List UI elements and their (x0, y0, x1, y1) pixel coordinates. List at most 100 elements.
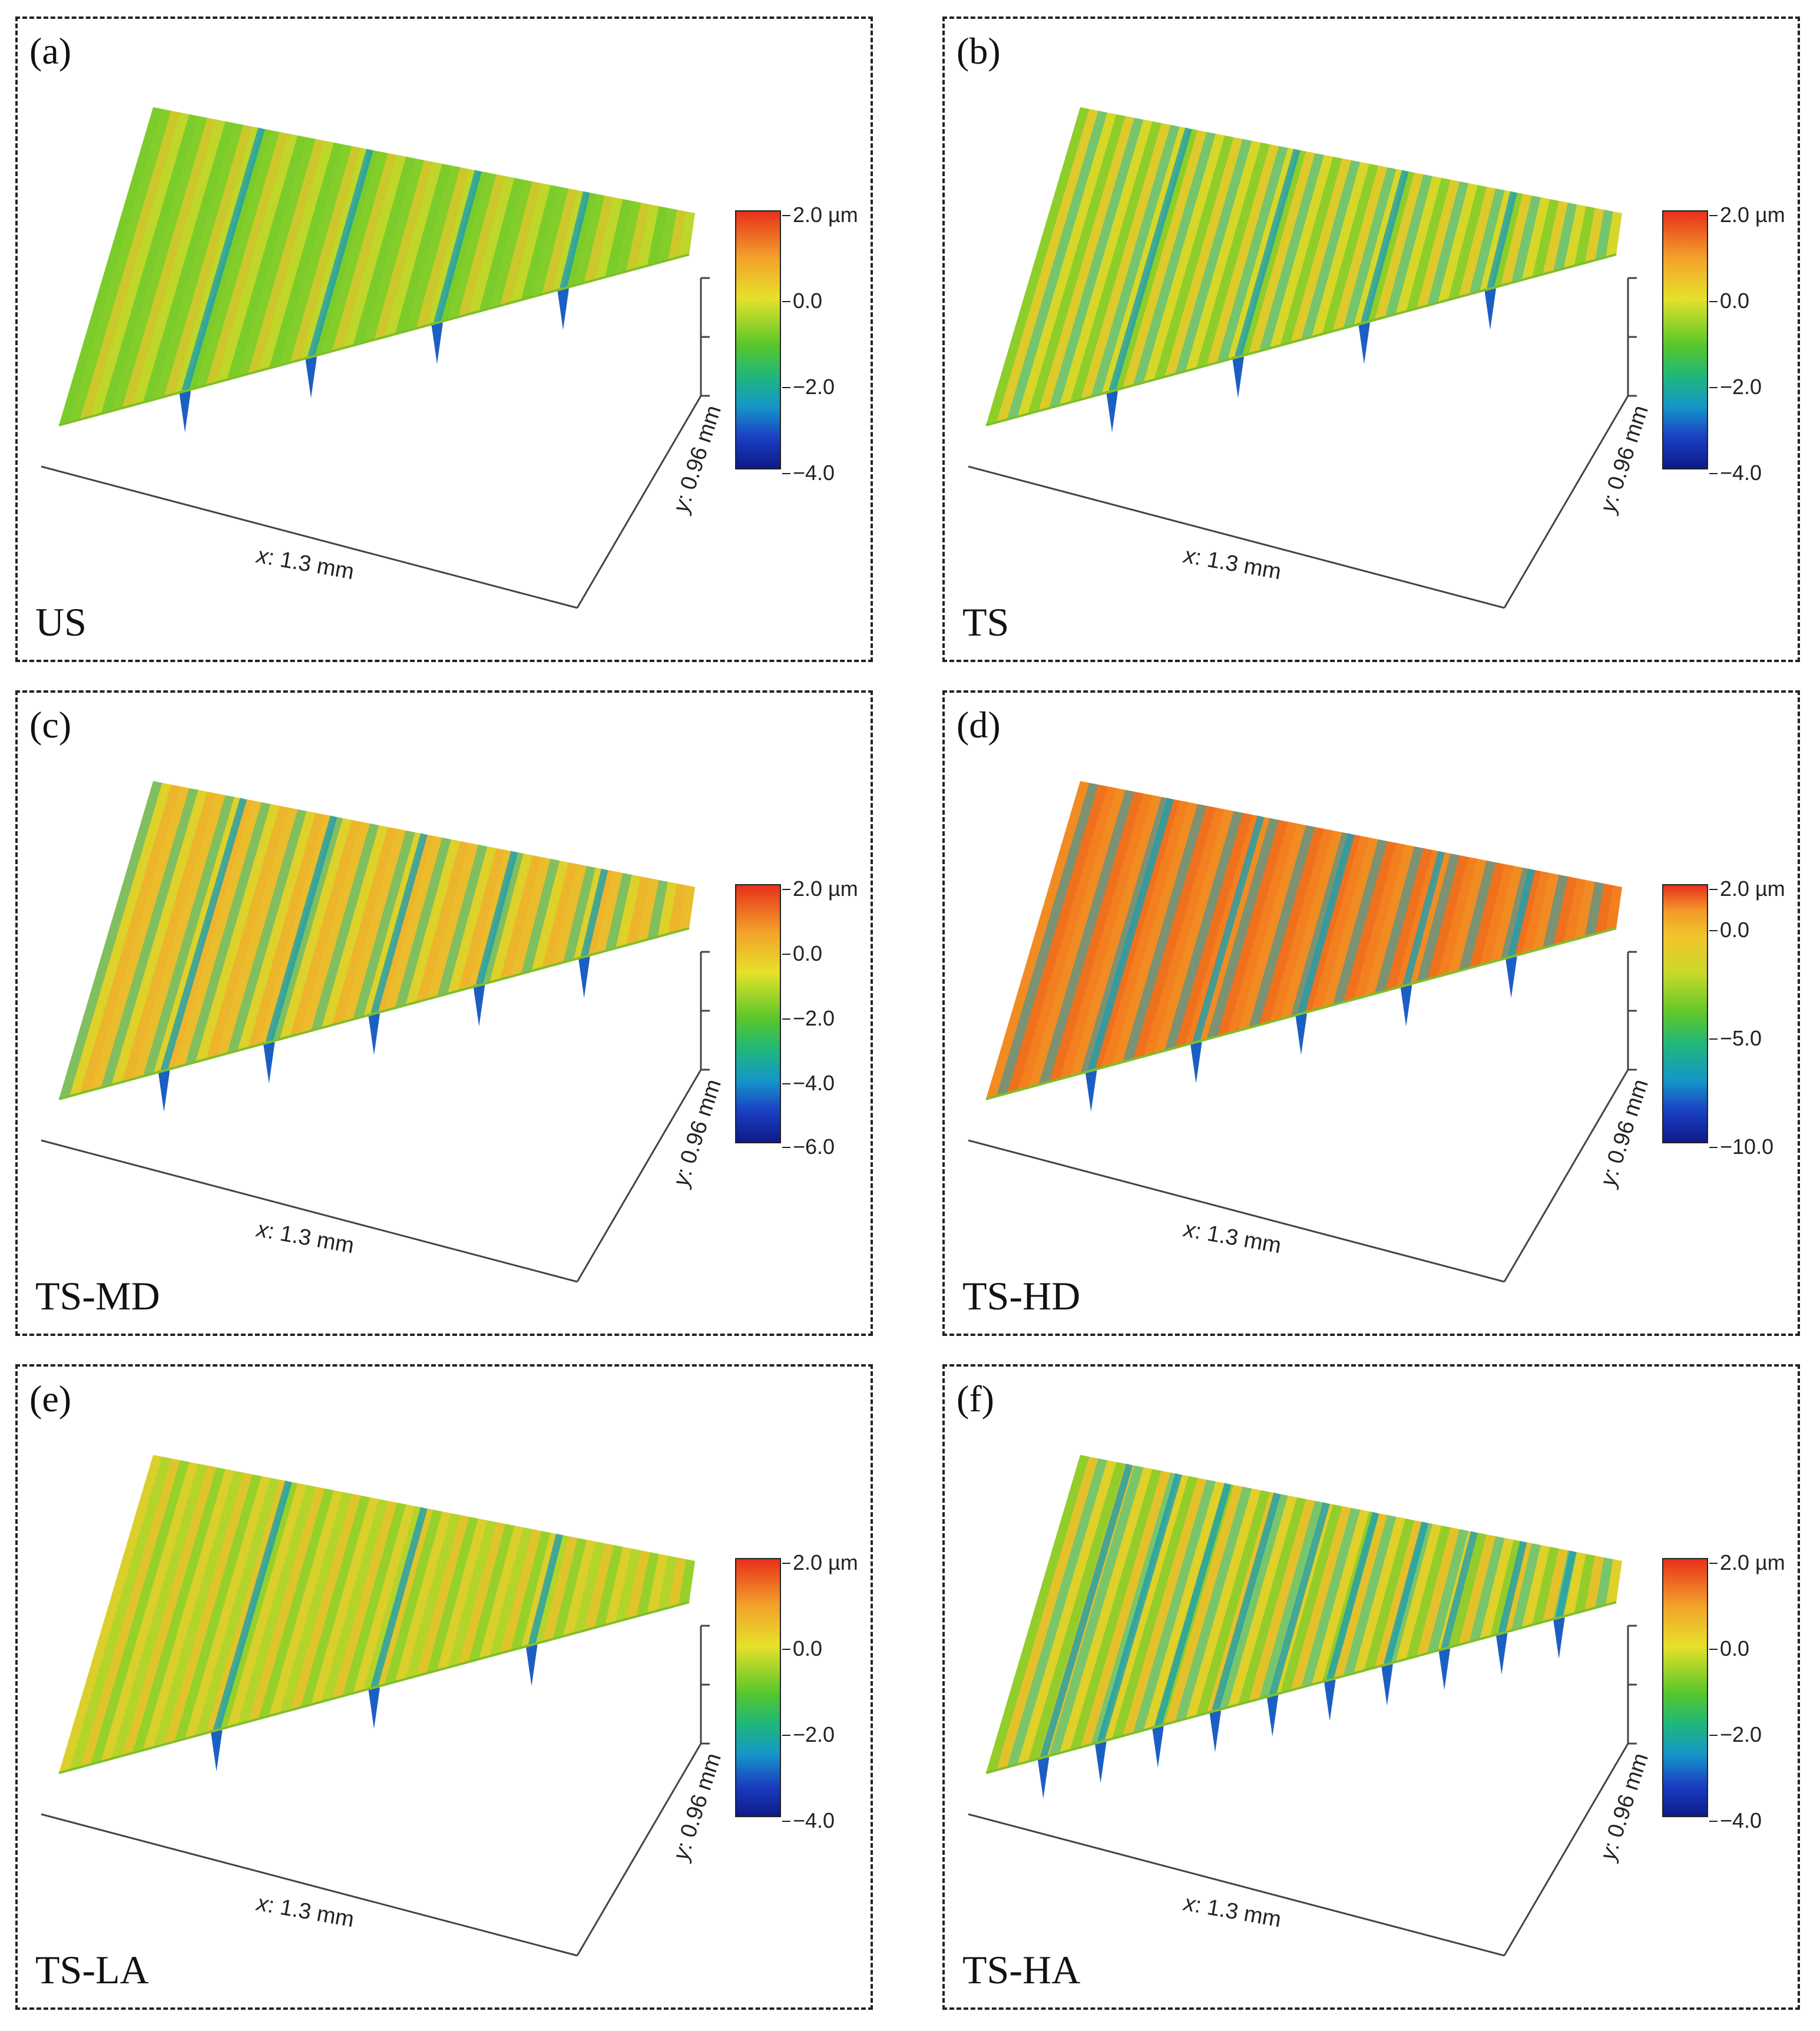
surface-stripe (605, 1547, 632, 1625)
surface-stripe (542, 862, 578, 968)
surface-stripe (164, 125, 253, 397)
surface-stripe (69, 109, 171, 423)
surface-stripe (531, 861, 569, 971)
surface-stripe (1521, 1545, 1550, 1628)
surface-stripe (395, 1511, 451, 1682)
surface-groove (475, 851, 518, 987)
surface-stripe (321, 825, 388, 1028)
surface-stripe (195, 1478, 280, 1736)
surface-stripe (1028, 788, 1126, 1088)
colorbar-tick: 0.0 (1709, 1636, 1750, 1660)
surface-stripe (353, 831, 415, 1020)
surface-stripe (1122, 130, 1207, 389)
surface-stripe (342, 829, 406, 1023)
surface-stripe (1332, 839, 1388, 1005)
groove-tip (1495, 1633, 1508, 1675)
surface-stripe (1574, 206, 1595, 266)
colorbar-tick: −2.0 (782, 1722, 835, 1746)
surface-stripe (594, 1545, 623, 1628)
surface-stripe (1196, 143, 1270, 369)
surface-stripe (90, 113, 190, 417)
surface-stripe (1332, 166, 1388, 332)
surface-groove (560, 191, 590, 290)
surface-stripe (227, 135, 307, 380)
surface-stripe (122, 792, 217, 1082)
panel-f: (f) TS-HA x: 1.3 mm y: 0.96 mm 2.0 µm 0.… (942, 1364, 1800, 2010)
surface-stripe (521, 185, 560, 300)
surface-stripe (594, 197, 623, 280)
surface-stripe (1448, 1533, 1487, 1648)
surface-stripe (1427, 181, 1469, 306)
surface-stripe (1343, 1515, 1397, 1676)
surface-stripe (143, 795, 234, 1077)
surface-stripe (657, 1556, 677, 1611)
surface-stripe (174, 801, 262, 1068)
surface-stripe (1133, 1480, 1216, 1734)
surface-stripe (1248, 151, 1315, 355)
colorbar-tick: −10.0 (1709, 1134, 1774, 1159)
colorbar-tick: −2.0 (1709, 375, 1762, 399)
surface-stripe (248, 139, 325, 374)
surface-stripe (395, 838, 451, 1008)
surface-stripe (1049, 792, 1144, 1082)
surface-stripe (1038, 790, 1134, 1085)
groove-tip (578, 957, 590, 998)
surface-stripe (1091, 125, 1180, 397)
groove-tip (179, 391, 191, 432)
surface-stripe (657, 882, 677, 937)
surface-stripe (1595, 884, 1613, 934)
surface-stripe (1175, 139, 1252, 374)
colorbar (735, 1558, 781, 1817)
colorbar-tick: 2.0 µm (782, 876, 858, 901)
surface-stripe (996, 783, 1098, 1097)
surface-stripe (342, 1503, 406, 1696)
surface-groove (265, 815, 337, 1043)
surface-stripe (1563, 878, 1586, 943)
surface-stripe (342, 155, 406, 349)
surface-groove (528, 1533, 563, 1646)
surface-stripe (353, 157, 415, 346)
surface-stripe (986, 107, 1090, 425)
surface-stripe (510, 1531, 551, 1651)
surface-groove (1555, 1550, 1577, 1619)
groove-tip (368, 1688, 380, 1729)
surface-stripe (1595, 1557, 1613, 1608)
surface-stripe (143, 121, 234, 403)
surface-stripe (1206, 144, 1279, 366)
surface-stripe (1280, 831, 1342, 1020)
surface-groove (1154, 1483, 1232, 1728)
groove-tip (473, 985, 485, 1027)
surface-stripe (1385, 174, 1432, 317)
surface-stripe (500, 1529, 542, 1653)
surface-groove (1108, 127, 1192, 392)
surface-stripe (1343, 841, 1397, 1003)
surface-stripe (679, 211, 695, 257)
surface-stripe (269, 1490, 343, 1716)
surface-groove (1192, 815, 1265, 1043)
surface-stripe (1511, 1543, 1541, 1631)
surface-stripe (1606, 885, 1622, 931)
surface-stripe (616, 875, 641, 948)
surface-stripe (1417, 1527, 1460, 1656)
surface-stripe (101, 1462, 198, 1762)
surface-groove (370, 833, 428, 1015)
surface-stripe (1028, 1462, 1126, 1762)
groove-tip (1094, 1742, 1107, 1784)
panel-d: (d) TS-HD x: 1.3 mm y: 0.96 mm 2.0 µm 0.… (942, 690, 1800, 1336)
surface-stripe (1238, 1497, 1306, 1705)
surface-front-edge (985, 253, 1617, 426)
groove-tip (431, 323, 443, 364)
surface-stripe (80, 1458, 180, 1768)
surface-stripe (1332, 1513, 1388, 1679)
surface-groove (1235, 148, 1301, 358)
colorbar-tick: 0.0 (782, 941, 823, 965)
surface-stripe (426, 1517, 478, 1673)
surface-groove (1326, 1511, 1379, 1681)
surface-stripe (1070, 1469, 1162, 1751)
surface-stripe (111, 790, 207, 1085)
surface-stripe (468, 176, 515, 315)
surface-stripe (59, 1455, 163, 1773)
surface-stripe (1301, 160, 1361, 340)
surface-stripe (616, 1549, 641, 1622)
colorbar-tick: 0.0 (782, 1636, 823, 1660)
